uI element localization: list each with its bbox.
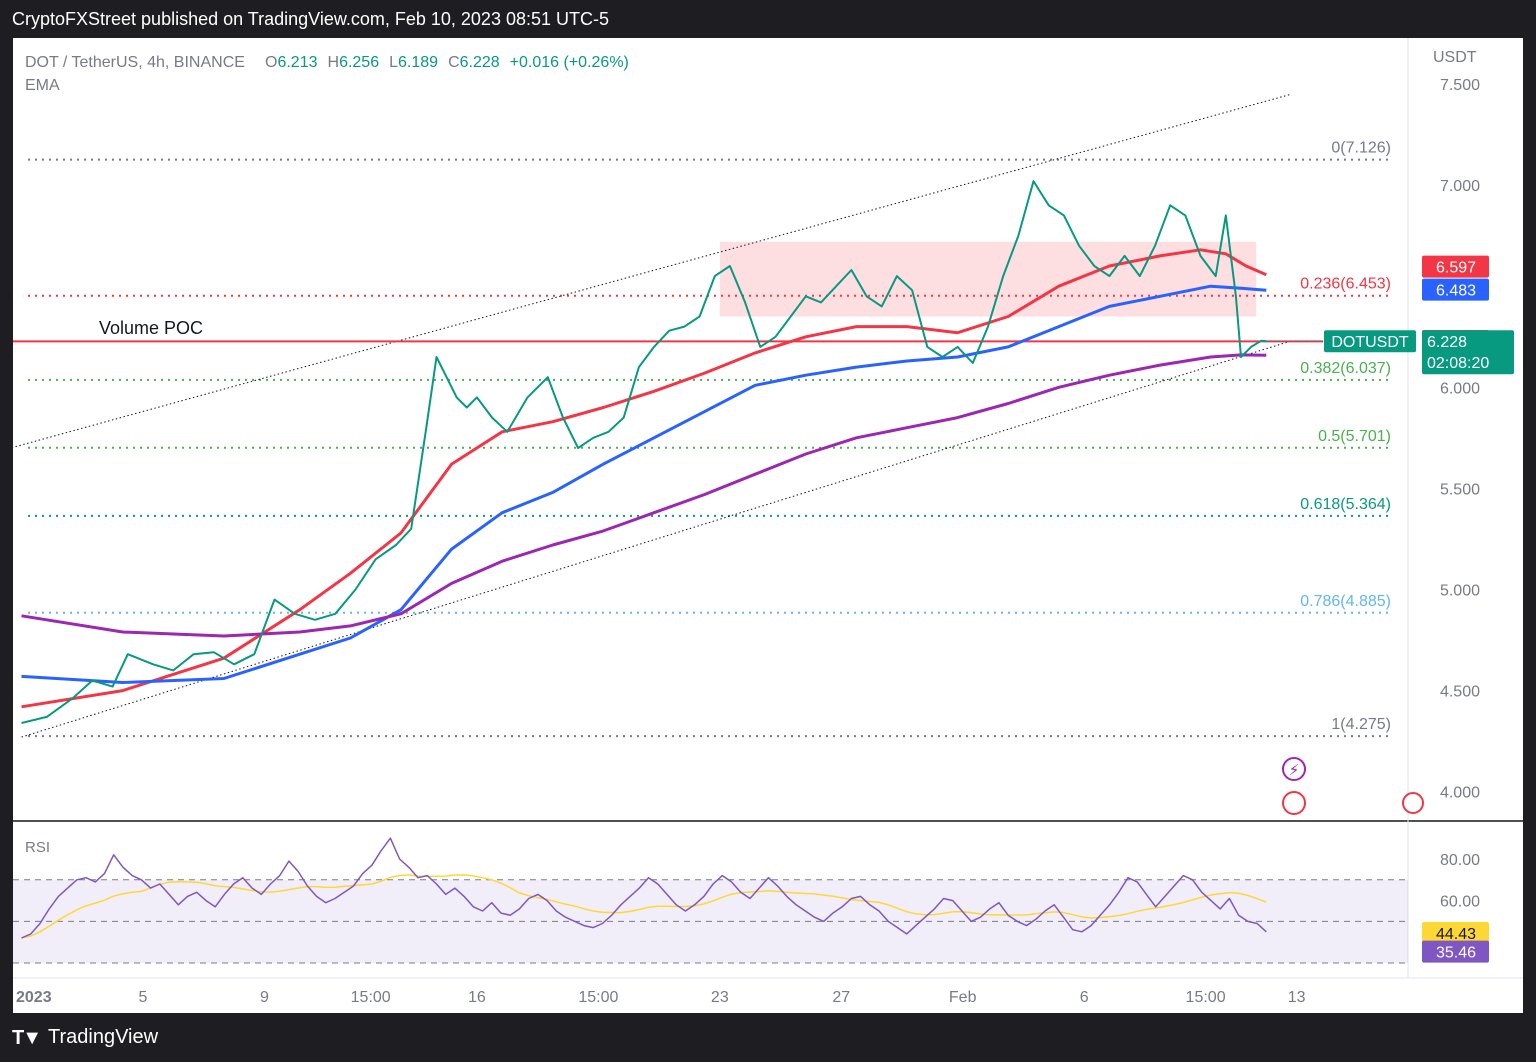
rsi-tick-1: 80.00	[1440, 852, 1480, 869]
x-tick-0: 2023	[16, 989, 52, 1006]
legend-open-label: O	[265, 54, 277, 71]
rsi-tick-0: 60.00	[1440, 894, 1480, 911]
fib-label-2: 0.382(6.037)	[1300, 360, 1391, 377]
fib-label-1: 0.236(6.453)	[1300, 276, 1391, 293]
event-lightning-icon	[1282, 757, 1306, 781]
x-tick-3: 15:00	[351, 989, 391, 1006]
lightning-glyph-icon: ⚡	[1289, 762, 1300, 779]
x-tick-11: 13	[1288, 989, 1306, 1006]
legend-low-label: L	[389, 54, 398, 71]
bar-countdown: 02:08:20	[1427, 355, 1489, 372]
x-tick-5: 15:00	[578, 989, 618, 1006]
footer-bar: T▼ TradingView	[0, 1013, 1536, 1062]
ema-200-line	[21, 353, 1267, 638]
x-tick-7: 27	[832, 989, 850, 1006]
rsi-line	[21, 837, 1267, 939]
publisher-header: CryptoFXStreet published on TradingView.…	[12, 9, 609, 29]
fib-label-0: 0(7.126)	[1331, 140, 1391, 157]
price-label-1: 6.483	[1436, 283, 1476, 300]
last-price-value: 6.228	[1427, 334, 1467, 351]
y-tick-7: 7.500	[1440, 77, 1480, 94]
y-tick-0: 4.000	[1440, 785, 1480, 802]
us-flag-event-icon-right	[1402, 792, 1424, 814]
legend-low-value: 6.189	[398, 54, 438, 71]
x-tick-9: 6	[1080, 989, 1089, 1006]
chart-frame[interactable]: ⚡ 4.0004.5005.0005.5006.0006.5007.0007.5…	[13, 38, 1523, 1013]
volume-poc-label: Volume POC	[99, 318, 203, 338]
symbol-tag-box	[1324, 330, 1416, 353]
x-tick-10: 15:00	[1186, 989, 1226, 1006]
rsi-value-box-0	[1422, 921, 1489, 944]
x-tick-6: 23	[711, 989, 729, 1006]
y-tick-3: 5.500	[1440, 481, 1480, 498]
y-tick-1: 4.500	[1440, 684, 1480, 701]
us-flag-event-icon	[1282, 791, 1306, 815]
ema-50-line	[21, 248, 1267, 709]
legend-ohlc: O6.213 H6.256 L6.189 C6.228 +0.016 (+0.26%)	[265, 54, 629, 71]
ema-100-line	[21, 284, 1267, 684]
x-tick-4: 16	[468, 989, 486, 1006]
rsi-ma-value: 44.43	[1436, 926, 1476, 943]
fib-label-4: 0.618(5.364)	[1300, 496, 1391, 513]
legend-symbol: DOT / TetherUS, 4h, BINANCE	[25, 54, 245, 71]
rsi-label: RSI	[25, 839, 50, 856]
tradingview-logo-text: TradingView	[48, 1026, 159, 1048]
rsi-value-box-1	[1422, 940, 1489, 963]
fib-label-3: 0.5(5.701)	[1318, 428, 1391, 445]
price-close-line	[21, 180, 1267, 724]
legend-close-value: 6.228	[460, 54, 500, 71]
price-chart[interactable]: ⚡ 4.0004.5005.0005.5006.0006.5007.0007.5…	[13, 38, 1523, 1013]
last-price-box	[1422, 330, 1514, 375]
rsi-value: 35.46	[1436, 945, 1476, 962]
x-tick-1: 5	[139, 989, 148, 1006]
legend-high-label: H	[328, 54, 340, 71]
y-tick-6: 7.000	[1440, 178, 1480, 195]
symbol-tag: DOTUSDT	[1331, 334, 1409, 351]
legend-high-value: 6.256	[339, 54, 379, 71]
currency-label: USDT	[1433, 49, 1477, 66]
price-label-box-0	[1422, 255, 1489, 278]
y-tick-4: 6.000	[1440, 380, 1480, 397]
tradingview-logo-icon: T▼	[12, 1027, 42, 1049]
channel-lower-line	[21, 340, 1292, 738]
x-tick-2: 9	[260, 989, 269, 1006]
legend-close-label: C	[448, 54, 460, 71]
price-label-0: 6.597	[1436, 260, 1476, 277]
x-tick-8: Feb	[949, 989, 977, 1006]
price-label-box-1	[1422, 278, 1489, 301]
legend-open-value: 6.213	[277, 54, 317, 71]
legend-change: +0.016 (+0.26%)	[510, 54, 629, 71]
fib-label-6: 1(4.275)	[1331, 716, 1391, 733]
legend-indicator: EMA	[25, 77, 60, 94]
y-tick-2: 5.000	[1440, 583, 1480, 600]
fib-label-5: 0.786(4.885)	[1300, 593, 1391, 610]
